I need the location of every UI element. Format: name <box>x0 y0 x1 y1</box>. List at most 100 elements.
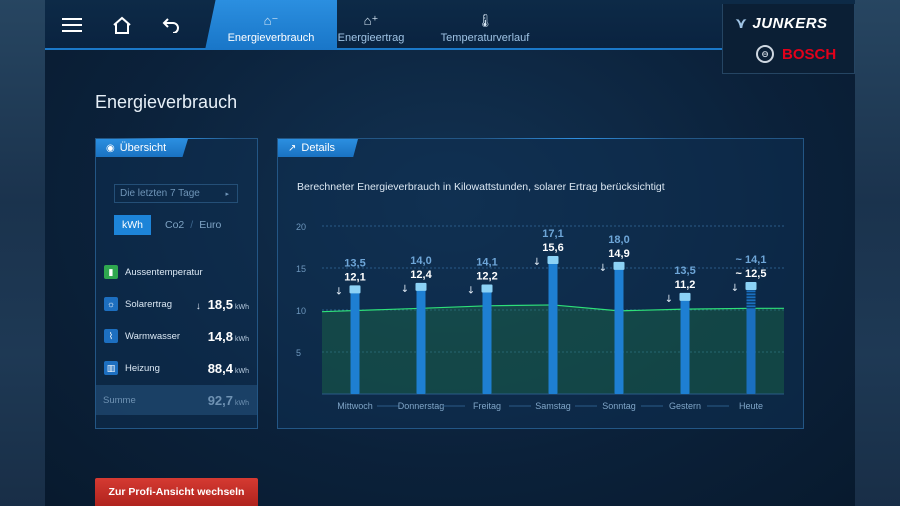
value-unit: kWh <box>235 399 249 407</box>
solar-down-arrow-icon: ↓ <box>335 286 343 297</box>
tab-label: Temperaturverlauf <box>440 32 530 44</box>
panel-glow <box>116 138 236 139</box>
period-select[interactable]: Die letzten 7 Tage ▸ <box>114 184 238 203</box>
eye-icon: ◉ <box>106 142 115 154</box>
solar-icon: ☼ <box>104 297 118 311</box>
bar-mittwoch <box>350 292 360 394</box>
overview-panel: ◉ Übersicht Die letzten 7 Tage ▸ kWh Co2… <box>95 138 258 429</box>
row-value: ↓ 18,5 kWh <box>196 297 249 312</box>
bar-freitag <box>482 291 492 394</box>
row-heizung[interactable]: ▥ Heizung 88,4 kWh <box>96 353 257 383</box>
value-number: 18,5 <box>207 296 233 312</box>
row-label: Solarertrag <box>125 298 172 310</box>
period-label: Die letzten 7 Tage <box>120 188 200 199</box>
bar-net-label: 11,2 <box>675 279 696 291</box>
unit-euro-button[interactable]: Euro <box>199 219 222 231</box>
panel-glow <box>478 138 678 139</box>
value-number: 14,8 <box>207 328 233 344</box>
home-icon[interactable] <box>107 10 137 40</box>
x-tick-label: Freitag <box>473 401 501 411</box>
overview-tag-label: Übersicht <box>119 142 167 154</box>
bar-net-label: 12,1 <box>344 271 365 283</box>
bar-net-label: 12,4 <box>410 269 432 281</box>
shower-icon: ⌇ <box>104 329 118 343</box>
row-aussentemperatur[interactable]: ▮ Aussentemperatur <box>96 257 257 287</box>
consumption-chart: 510152013,512,1↓Mittwoch14,012,4↓Donners… <box>296 222 784 411</box>
caret-right-icon: ▸ <box>225 190 229 198</box>
bar-net-label: ~ 12,5 <box>736 268 767 280</box>
row-summe: Summe 92,7 kWh <box>96 385 257 415</box>
x-tick-label: Sonntag <box>602 401 636 411</box>
details-tag: ↗ Details <box>278 139 358 157</box>
bar-net-label: 14,9 <box>608 248 629 260</box>
radiator-icon: ▥ <box>104 361 118 375</box>
tab-temperaturverlauf[interactable]: 🌡︎ Temperaturverlauf <box>435 0 535 50</box>
background-blur-left <box>0 0 45 506</box>
row-value: 92,7 kWh <box>208 393 249 408</box>
bar-cap <box>745 282 757 290</box>
y-tick-label: 10 <box>296 306 306 316</box>
bar-heute <box>746 289 756 394</box>
tab-energieertrag[interactable]: ⌂⁺ Energieertrag <box>335 0 407 50</box>
bar-estimate-hatch <box>746 289 756 309</box>
house-minus-icon: ⌂⁻ <box>263 13 279 28</box>
background-blur-right <box>855 0 900 506</box>
bar-gestern <box>680 299 690 394</box>
bar-total-label: 14,0 <box>410 255 431 267</box>
bar-total-label: 14,1 <box>476 257 497 269</box>
brand-logo-box: ⋎ JUNKERS ⊖ BOSCH <box>722 4 855 74</box>
bar-cap <box>547 255 559 264</box>
value-unit: kWh <box>235 303 249 311</box>
unit-co2-button[interactable]: Co2 <box>165 219 185 231</box>
value-unit: kWh <box>235 335 249 343</box>
page-title: Energieverbrauch <box>95 92 238 112</box>
solar-down-arrow-icon: ↓ <box>533 257 541 268</box>
bar-samstag <box>548 262 558 394</box>
row-label: Heizung <box>125 362 160 374</box>
bar-net-label: 12,2 <box>476 271 497 283</box>
row-value: 88,4 kWh <box>208 361 249 376</box>
bar-total-label: 13,5 <box>674 265 695 277</box>
x-tick-label: Mittwoch <box>337 401 373 411</box>
bar-cap <box>613 261 625 270</box>
value-number: 88,4 <box>207 360 233 376</box>
value-number: 92,7 <box>207 392 233 408</box>
trend-icon: ↗ <box>288 142 297 154</box>
details-panel: ↗ Details Berechneter Energieverbrauch i… <box>277 138 804 429</box>
bar-sonntag <box>614 268 624 394</box>
bar-total-label: 13,5 <box>344 257 365 269</box>
row-solarertrag[interactable]: ☼ Solarertrag ↓ 18,5 kWh <box>96 289 257 319</box>
unit-switch: kWh Co2 / Euro <box>114 215 227 235</box>
bar-cap <box>481 284 493 293</box>
bar-donnerstag <box>416 289 426 394</box>
y-tick-label: 5 <box>296 348 301 358</box>
unit-kwh-button[interactable]: kWh <box>114 215 151 235</box>
bosch-logo: ⊖ BOSCH <box>756 45 836 63</box>
menu-icon[interactable] <box>57 10 87 40</box>
top-bar: ⌂⁻ Energieverbrauch ⌂⁺ Energieertrag 🌡︎ … <box>45 0 855 50</box>
solar-down-arrow-icon: ↓ <box>731 283 739 294</box>
solar-down-arrow-icon: ↓ <box>599 263 607 274</box>
row-warmwasser[interactable]: ⌇ Warmwasser 14,8 kWh <box>96 321 257 351</box>
bar-cap <box>415 282 427 291</box>
chart-description: Berechneter Energieverbrauch in Kilowatt… <box>297 181 665 193</box>
tab-energieverbrauch[interactable]: ⌂⁻ Energieverbrauch <box>205 0 337 50</box>
bar-net-label: 15,6 <box>542 242 563 254</box>
x-tick-label: Samstag <box>535 401 571 411</box>
tab-label: Energieverbrauch <box>227 32 315 44</box>
overview-tag: ◉ Übersicht <box>96 139 188 157</box>
details-tag-label: Details <box>301 142 336 154</box>
tab-label: Energieertrag <box>337 32 405 44</box>
x-tick-label: Gestern <box>669 401 701 411</box>
solar-down-arrow-icon: ↓ <box>195 300 201 312</box>
value-unit: kWh <box>235 367 249 375</box>
back-arrow-icon[interactable] <box>156 10 186 40</box>
bar-cap <box>679 292 691 301</box>
solar-down-arrow-icon: ↓ <box>665 294 673 305</box>
junkers-logo: ⋎ JUNKERS <box>735 15 828 32</box>
bar-total-label: 17,1 <box>542 228 563 240</box>
y-tick-label: 15 <box>296 264 306 274</box>
solar-down-arrow-icon: ↓ <box>467 286 475 297</box>
profi-view-button[interactable]: Zur Profi-Ansicht wechseln <box>95 478 258 506</box>
unit-separator: / <box>190 219 194 231</box>
